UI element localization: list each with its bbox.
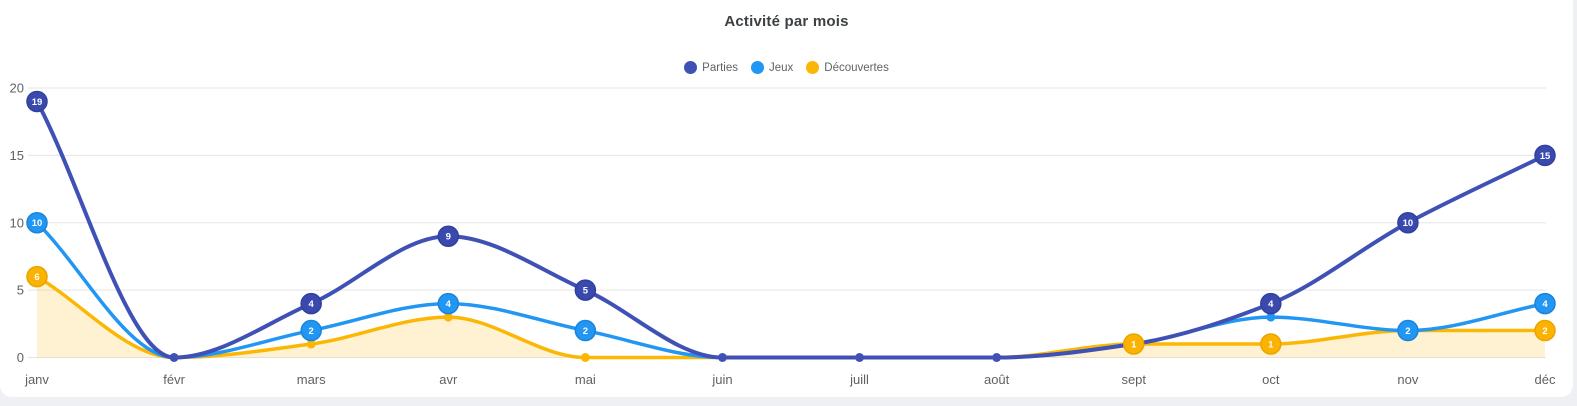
x-axis-label-2: févr xyxy=(163,372,185,387)
area-fill-decouvertes xyxy=(37,276,1545,358)
point-parties-août xyxy=(992,353,1002,362)
svg-text:4: 4 xyxy=(309,299,315,310)
data-label-parties-avr: 9 xyxy=(437,225,460,247)
y-axis-tick-10: 10 xyxy=(10,215,24,230)
data-label-jeux-déc: 4 xyxy=(1534,292,1556,315)
x-axis-label-12: déc xyxy=(1535,372,1556,387)
svg-text:15: 15 xyxy=(1540,151,1551,162)
x-axis-label-6: juin xyxy=(711,372,732,387)
y-axis-tick-0: 0 xyxy=(17,350,24,365)
svg-text:10: 10 xyxy=(32,218,43,229)
svg-text:4: 4 xyxy=(446,299,452,310)
data-label-jeux-mars: 2 xyxy=(300,319,322,342)
data-label-parties-oct: 4 xyxy=(1260,292,1282,315)
x-axis-label-11: nov xyxy=(1397,372,1418,387)
x-axis-label-3: mars xyxy=(297,372,326,387)
svg-text:2: 2 xyxy=(583,326,588,337)
data-label-parties-déc: 15 xyxy=(1534,144,1556,167)
chart-legend: Parties Jeux Découvertes xyxy=(0,61,1573,74)
legend-item-label: Découvertes xyxy=(824,61,889,74)
y-axis-tick-15: 15 xyxy=(10,148,24,163)
svg-text:9: 9 xyxy=(446,232,451,243)
line-parties xyxy=(35,99,1547,360)
point-decouvertes-avr xyxy=(443,312,453,322)
x-axis-label-5: mai xyxy=(575,372,596,387)
svg-text:2: 2 xyxy=(309,326,314,337)
svg-text:4: 4 xyxy=(1268,299,1274,310)
x-axis-label-8: août xyxy=(984,372,1010,387)
chart-card xyxy=(0,0,1573,397)
data-label-jeux-avr: 4 xyxy=(437,292,460,315)
page-title: Activité par mois xyxy=(724,13,849,30)
legend-item-label: Jeux xyxy=(768,61,794,74)
x-axis-label-4: avr xyxy=(439,372,458,387)
legend-color-dot xyxy=(806,61,820,74)
x-axis-label-10: oct xyxy=(1262,372,1280,387)
data-label-decouvertes-déc: 2 xyxy=(1534,319,1556,342)
point-parties-juin xyxy=(717,353,727,362)
point-parties-juill xyxy=(855,353,865,362)
legend-color-dot xyxy=(684,61,698,74)
svg-text:5: 5 xyxy=(583,286,589,297)
point-decouvertes-mars xyxy=(306,339,316,349)
svg-text:10: 10 xyxy=(1403,218,1414,229)
svg-text:2: 2 xyxy=(1405,326,1410,337)
data-label-parties-mai: 5 xyxy=(574,279,597,301)
y-axis-tick-5: 5 xyxy=(17,283,24,298)
legend-item-jeux[interactable]: Jeux xyxy=(750,61,794,74)
data-label-jeux-janv: 10 xyxy=(26,212,48,234)
point-parties-févr xyxy=(169,353,179,362)
y-axis-tick-20: 20 xyxy=(10,81,24,96)
legend-item-label: Parties xyxy=(702,61,738,74)
data-label-decouvertes-janv: 6 xyxy=(26,265,48,288)
x-axis-label-1: janv xyxy=(24,372,49,387)
data-label-decouvertes-oct: 1 xyxy=(1260,333,1282,355)
data-label-parties-janv: 19 xyxy=(26,90,48,113)
data-label-decouvertes-sept: 1 xyxy=(1122,333,1145,355)
svg-text:19: 19 xyxy=(32,97,43,108)
data-label-jeux-mai: 2 xyxy=(574,319,597,342)
data-label-parties-mars: 4 xyxy=(300,292,322,315)
legend-item-decouvertes[interactable]: Découvertes xyxy=(806,61,889,74)
svg-text:4: 4 xyxy=(1542,299,1548,310)
point-decouvertes-mai xyxy=(580,353,590,362)
x-axis-label-9: sept xyxy=(1121,372,1146,387)
svg-text:1: 1 xyxy=(1268,339,1274,350)
data-label-parties-nov: 10 xyxy=(1397,212,1419,234)
svg-text:6: 6 xyxy=(34,272,39,283)
svg-text:2: 2 xyxy=(1542,326,1547,337)
data-label-jeux-nov: 2 xyxy=(1397,319,1419,342)
point-jeux-oct xyxy=(1266,312,1276,322)
svg-text:1: 1 xyxy=(1131,339,1137,350)
legend-color-dot xyxy=(750,61,764,74)
x-axis-label-7: juill xyxy=(849,372,869,387)
legend-item-parties[interactable]: Parties xyxy=(684,61,738,74)
